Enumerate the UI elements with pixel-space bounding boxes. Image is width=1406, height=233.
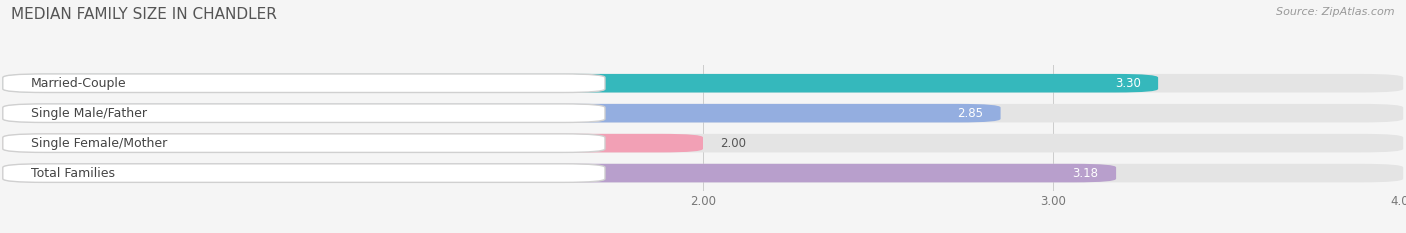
FancyBboxPatch shape [3,74,1403,93]
FancyBboxPatch shape [3,134,1403,152]
FancyBboxPatch shape [3,164,605,182]
Text: Total Families: Total Families [31,167,115,180]
FancyBboxPatch shape [3,104,1001,123]
FancyBboxPatch shape [3,164,1403,182]
FancyBboxPatch shape [3,74,1159,93]
FancyBboxPatch shape [3,134,703,152]
Text: Married-Couple: Married-Couple [31,77,127,90]
Text: MEDIAN FAMILY SIZE IN CHANDLER: MEDIAN FAMILY SIZE IN CHANDLER [11,7,277,22]
Text: 2.00: 2.00 [720,137,747,150]
FancyBboxPatch shape [3,74,605,93]
FancyBboxPatch shape [3,164,1116,182]
Text: Single Female/Mother: Single Female/Mother [31,137,167,150]
Text: 2.85: 2.85 [957,107,983,120]
Text: 3.30: 3.30 [1115,77,1140,90]
Text: Single Male/Father: Single Male/Father [31,107,146,120]
Text: Source: ZipAtlas.com: Source: ZipAtlas.com [1277,7,1395,17]
FancyBboxPatch shape [3,134,605,152]
FancyBboxPatch shape [3,104,1403,123]
FancyBboxPatch shape [3,104,605,123]
Text: 3.18: 3.18 [1073,167,1098,180]
